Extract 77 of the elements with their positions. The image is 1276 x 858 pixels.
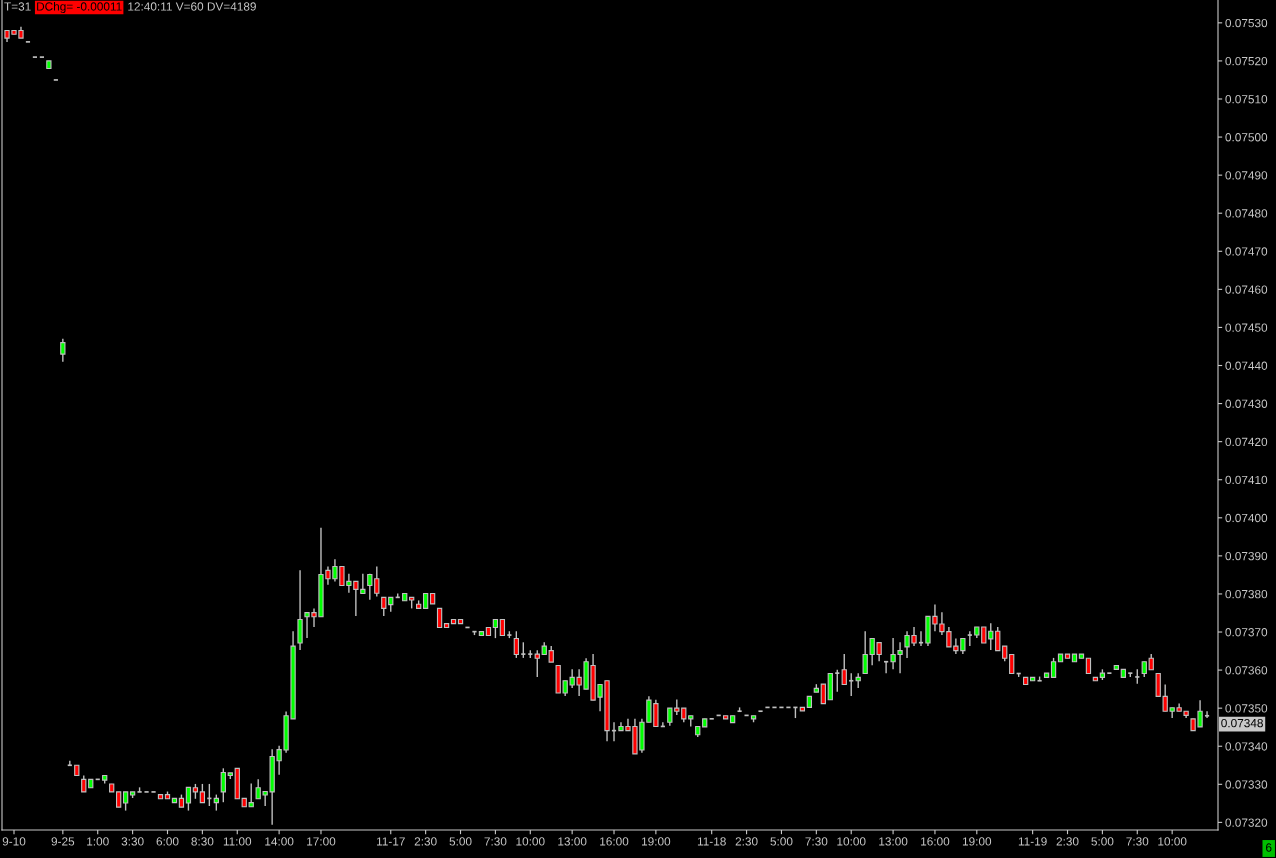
candlestick bbox=[122, 791, 129, 812]
y-tick-label: 0.07370 bbox=[1225, 628, 1268, 637]
candlestick bbox=[436, 607, 443, 629]
candlestick bbox=[185, 786, 192, 812]
y-tick-label: 0.07390 bbox=[1225, 551, 1268, 561]
x-tick-label: 7:30 bbox=[1126, 837, 1149, 846]
candlestick bbox=[199, 783, 206, 804]
x-tick-label: 5:00 bbox=[770, 837, 793, 846]
x-tick-label: 11:00 bbox=[223, 837, 252, 846]
y-tick-label: 0.07510 bbox=[1225, 95, 1268, 104]
y-tick-label: 0.07490 bbox=[1225, 171, 1268, 180]
x-tick-label: 2:30 bbox=[735, 837, 758, 846]
x-tick-label: 8:30 bbox=[191, 837, 214, 846]
candlestick bbox=[1204, 710, 1210, 719]
x-tick-label: 9-25 bbox=[51, 837, 75, 846]
y-tick-label: 0.07320 bbox=[1225, 818, 1268, 827]
x-tick-label: 19:00 bbox=[962, 837, 992, 846]
x-tick-label: 2:30 bbox=[414, 837, 437, 846]
candlestick bbox=[883, 660, 890, 674]
x-tick-label: 11-17 bbox=[376, 837, 405, 846]
y-tick-label: 0.07410 bbox=[1225, 475, 1268, 485]
candlestick bbox=[513, 630, 519, 659]
x-tick-label: 14:00 bbox=[265, 837, 294, 846]
candlestick bbox=[60, 338, 66, 363]
text: 0.07348 bbox=[1221, 718, 1263, 728]
candlestick bbox=[841, 653, 847, 686]
candlestick bbox=[220, 767, 226, 803]
x-tick-label: 16:00 bbox=[921, 837, 950, 846]
y-tick-label: 0.07450 bbox=[1225, 323, 1268, 332]
x-tick-label: 17:00 bbox=[307, 837, 336, 846]
candlestick bbox=[297, 569, 303, 651]
y-tick-label: 0.07380 bbox=[1225, 589, 1268, 599]
x-tick-label: 9-10 bbox=[2, 837, 26, 846]
y-tick-label: 0.07400 bbox=[1225, 513, 1268, 523]
candlestick bbox=[1009, 653, 1015, 675]
y-tick-label: 0.07520 bbox=[1225, 56, 1268, 66]
candlestick bbox=[848, 672, 855, 697]
y-tick-label: 0.07530 bbox=[1225, 18, 1268, 28]
y-tick-label: 0.07350 bbox=[1225, 704, 1268, 713]
text: 6 bbox=[1266, 843, 1272, 852]
y-tick-label: 0.07500 bbox=[1225, 133, 1268, 142]
y-tick-label: 0.07420 bbox=[1225, 437, 1268, 447]
x-tick-label: 19:00 bbox=[642, 837, 671, 846]
candlestick bbox=[918, 630, 924, 647]
candlestick bbox=[966, 630, 973, 647]
candlestick bbox=[834, 669, 841, 693]
candlestick bbox=[1050, 657, 1057, 679]
y-tick-label: 0.07430 bbox=[1225, 399, 1268, 408]
x-tick-label: 11-18 bbox=[697, 837, 726, 846]
x-tick-label: 7:30 bbox=[484, 837, 507, 846]
x-tick-label: 1:00 bbox=[87, 837, 109, 846]
x-tick-label: 5:00 bbox=[1091, 837, 1114, 846]
candlestick bbox=[820, 683, 826, 705]
x-tick-label: 11-19 bbox=[1018, 837, 1047, 846]
y-tick-label: 0.07480 bbox=[1225, 209, 1268, 218]
candlestick bbox=[66, 760, 73, 767]
x-tick-label: 6:00 bbox=[156, 837, 179, 846]
x-tick-label: 5:00 bbox=[449, 837, 472, 846]
annotation: T=31 bbox=[4, 2, 31, 11]
annotation: 12:40:11 V=60 DV=4189 bbox=[128, 2, 256, 11]
x-tick-label: 2:30 bbox=[1056, 837, 1079, 846]
x-tick-label: 13:00 bbox=[558, 837, 587, 846]
x-tick-label: 7:30 bbox=[805, 837, 828, 846]
y-tick-label: 0.07340 bbox=[1225, 742, 1268, 751]
x-tick-label: 10:00 bbox=[1158, 837, 1187, 846]
y-tick-label: 0.07460 bbox=[1225, 285, 1268, 294]
x-tick-label: 16:00 bbox=[600, 837, 629, 846]
x-tick-label: 10:00 bbox=[837, 837, 866, 846]
x-tick-label: 13:00 bbox=[879, 837, 908, 846]
y-tick-label: 0.07330 bbox=[1225, 780, 1268, 789]
annotation: DChg= -0.00011 bbox=[37, 2, 122, 13]
candlestick bbox=[492, 618, 499, 639]
y-tick-label: 0.07360 bbox=[1225, 666, 1268, 675]
x-tick-label: 10:00 bbox=[516, 837, 545, 846]
y-tick-label: 0.07470 bbox=[1225, 247, 1268, 256]
x-tick-label: 3:30 bbox=[121, 837, 144, 846]
y-tick-label: 0.07440 bbox=[1225, 361, 1268, 370]
